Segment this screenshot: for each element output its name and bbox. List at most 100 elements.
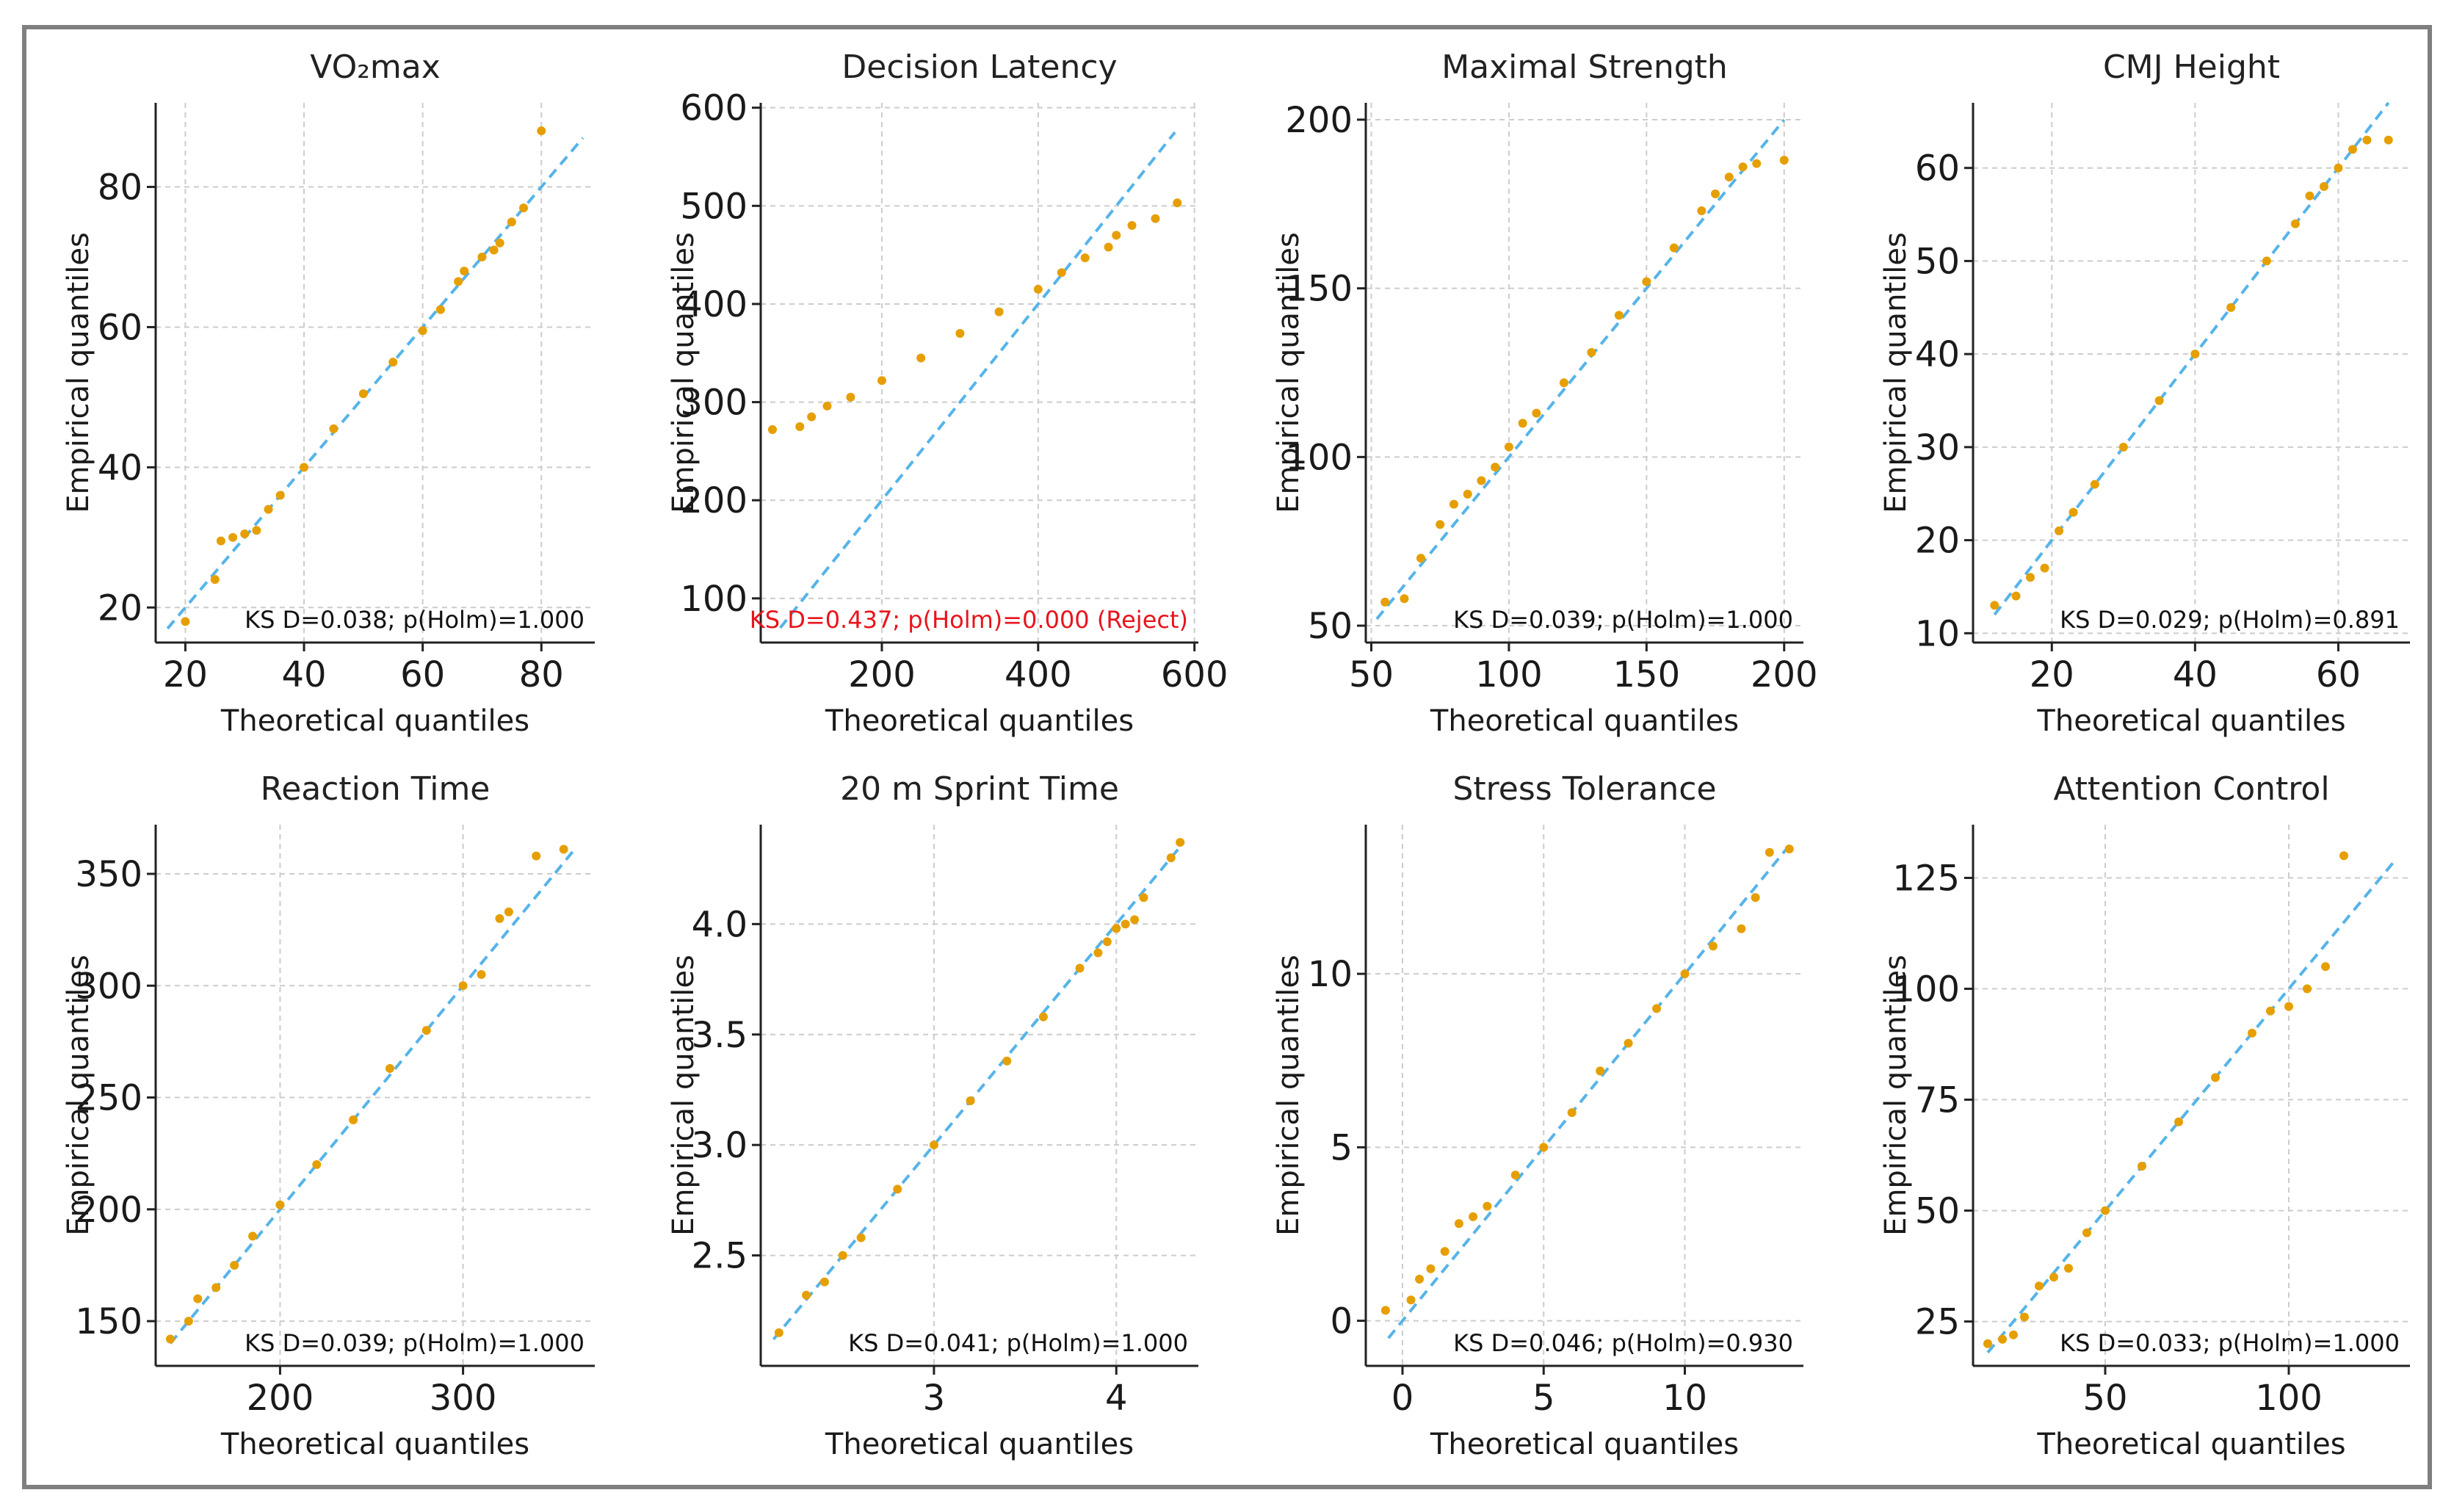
reference-line xyxy=(1993,101,2390,616)
data-point xyxy=(349,1115,358,1124)
y-axis-label: Empirical quantiles xyxy=(1879,232,1913,513)
data-point xyxy=(1624,1038,1633,1048)
ks-annotation: KS D=0.038; p(Holm)=1.000 xyxy=(245,606,584,634)
data-point xyxy=(1380,597,1390,607)
data-point xyxy=(1151,214,1160,223)
x-axis-label: Theoretical quantiles xyxy=(220,1428,529,1461)
data-point xyxy=(1532,408,1541,418)
data-point xyxy=(2064,1264,2073,1273)
x-tick-label: 200 xyxy=(1751,654,1818,695)
data-point xyxy=(1104,242,1113,252)
y-tick-label: 150 xyxy=(1285,269,1353,310)
ks-annotation: KS D=0.437; p(Holm)=0.000 (Reject) xyxy=(750,606,1188,634)
data-point xyxy=(2190,350,2200,359)
data-point xyxy=(1708,941,1718,951)
data-point xyxy=(477,253,487,261)
qq-panel: 200 300 150 200 250 300 350 Reaction Time Theore… xyxy=(62,770,595,1461)
panel-title: Stress Tolerance xyxy=(1452,770,1716,808)
data-point xyxy=(1539,1143,1549,1152)
qq-panel: 50 100 150 200 50 100 150 200 Maximal Strength Th… xyxy=(1272,48,1818,738)
data-point xyxy=(1002,1056,1012,1066)
data-point xyxy=(477,970,486,980)
data-point xyxy=(1559,378,1568,388)
y-tick-label: 125 xyxy=(1892,858,1960,899)
y-tick-label: 50 xyxy=(1915,241,1960,282)
data-point xyxy=(795,422,805,431)
x-tick-label: 4 xyxy=(1105,1378,1128,1419)
data-point xyxy=(1080,253,1090,263)
data-point xyxy=(2339,851,2348,861)
data-point xyxy=(181,617,190,626)
y-axis-label: Empirical quantiles xyxy=(62,232,95,513)
y-tick-label: 3.5 xyxy=(692,1015,748,1056)
data-point xyxy=(1614,311,1624,320)
data-point xyxy=(1139,893,1148,903)
x-axis-label: Theoretical quantiles xyxy=(2036,1428,2345,1461)
data-point xyxy=(537,126,546,136)
data-point xyxy=(1998,1334,2007,1344)
reference-line xyxy=(1986,859,2397,1354)
data-point xyxy=(2348,145,2357,154)
data-point xyxy=(2090,480,2099,489)
y-tick-label: 25 xyxy=(1915,1302,1960,1343)
data-point xyxy=(2040,563,2049,573)
y-tick-label: 150 xyxy=(75,1301,142,1342)
x-tick-label: 40 xyxy=(281,654,326,695)
y-tick-label: 200 xyxy=(75,1190,142,1231)
data-point xyxy=(165,1334,175,1344)
y-tick-label: 300 xyxy=(75,966,142,1007)
data-point xyxy=(955,329,965,339)
data-point xyxy=(767,425,777,435)
data-point xyxy=(877,376,886,386)
y-tick-label: 100 xyxy=(1892,969,1960,1010)
data-point xyxy=(2384,135,2393,145)
data-point xyxy=(385,1063,394,1073)
y-tick-label: 80 xyxy=(98,167,142,209)
data-point xyxy=(1784,844,1794,854)
data-point xyxy=(1491,463,1500,472)
data-point xyxy=(1567,1108,1577,1118)
data-point xyxy=(2284,1002,2293,1011)
data-point xyxy=(774,1328,783,1337)
data-point xyxy=(1400,594,1409,604)
data-point xyxy=(1176,838,1185,847)
data-point xyxy=(1112,924,1121,933)
data-point xyxy=(1737,924,1746,933)
data-point xyxy=(2049,1273,2058,1282)
y-tick-label: 600 xyxy=(680,88,748,129)
data-point xyxy=(1033,284,1043,294)
data-point xyxy=(1469,1212,1478,1221)
y-tick-label: 4.0 xyxy=(692,904,748,945)
data-point xyxy=(248,1231,258,1241)
y-axis-label: Empirical quantiles xyxy=(1272,955,1306,1236)
y-tick-label: 60 xyxy=(1915,148,1960,189)
reference-line xyxy=(166,137,584,630)
panel-title: Reaction Time xyxy=(261,770,491,808)
data-point xyxy=(230,1260,239,1270)
data-point xyxy=(275,491,285,500)
x-tick-label: 150 xyxy=(1613,654,1681,695)
data-point xyxy=(2009,1330,2018,1339)
y-tick-label: 500 xyxy=(680,186,748,227)
data-point xyxy=(504,907,513,916)
y-tick-label: 2.5 xyxy=(692,1236,748,1277)
ks-annotation: KS D=0.029; p(Holm)=0.891 xyxy=(2060,606,2400,634)
qq-panel: 20 40 60 10 20 30 40 50 60 CMJ Height Theoretical … xyxy=(1879,48,2410,738)
data-point xyxy=(929,1140,938,1150)
data-point xyxy=(2026,573,2035,582)
data-point xyxy=(2262,256,2271,266)
x-tick-label: 60 xyxy=(400,654,445,695)
data-point xyxy=(1454,1219,1463,1229)
y-tick-label: 100 xyxy=(680,579,748,620)
data-point xyxy=(1990,601,1999,610)
y-tick-label: 10 xyxy=(1915,613,1960,654)
y-axis-label: Empirical quantiles xyxy=(1272,232,1306,513)
data-point xyxy=(2226,303,2236,312)
reference-line xyxy=(1387,841,1794,1339)
data-point xyxy=(1983,1339,1992,1348)
data-point xyxy=(1518,419,1527,428)
data-point xyxy=(1173,198,1182,208)
x-tick-label: 100 xyxy=(2255,1378,2323,1419)
data-point xyxy=(1075,963,1085,973)
y-tick-label: 5 xyxy=(1330,1127,1353,1168)
